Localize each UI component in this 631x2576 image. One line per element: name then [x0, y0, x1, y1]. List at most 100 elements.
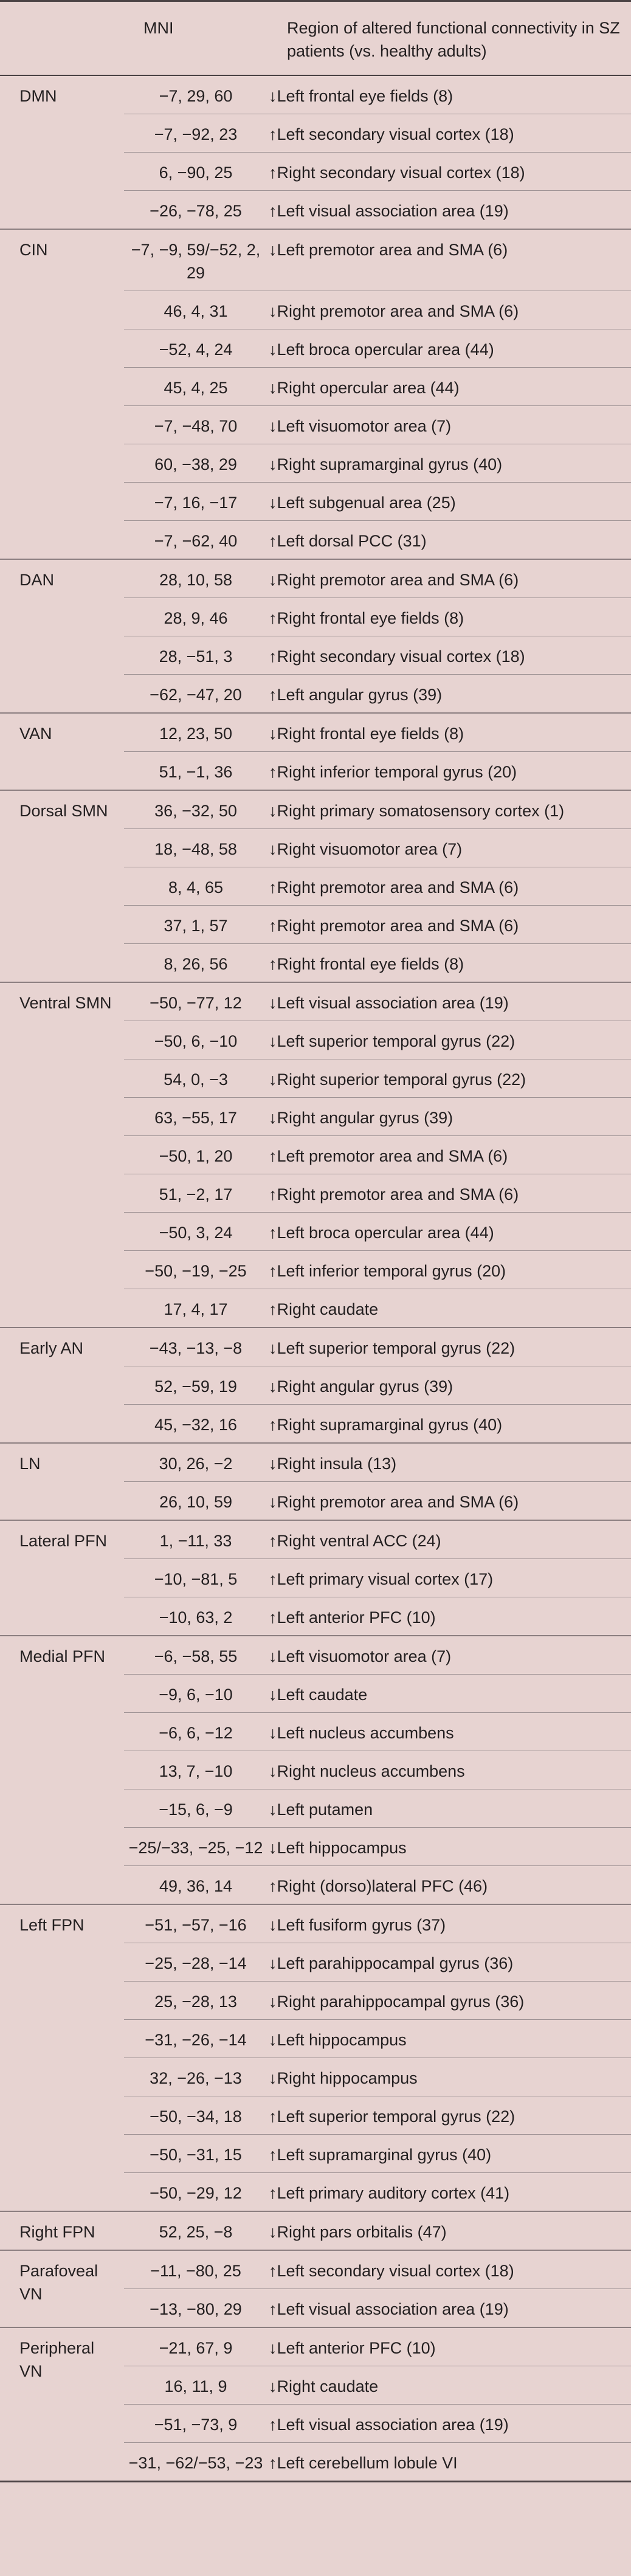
network-rows: −6, −58, 55 ↓Left visuomotor area (7) −9, … — [124, 1636, 631, 1904]
mni-coordinates: −62, −47, 20 — [150, 686, 242, 704]
mni-coordinates: −31, −26, −14 — [145, 2031, 247, 2049]
table-row: −51, −57, −16 ↓Left fusiform gyrus (37) — [124, 1905, 631, 1943]
network-group: VAN 12, 23, 50 ↓Right frontal eye fields (… — [0, 714, 631, 791]
connectivity-region: ↓Left superior temporal gyrus (22) — [269, 1032, 515, 1050]
table-row: 52, 25, −8 ↓Right pars orbitalis (47) — [124, 2212, 631, 2250]
connectivity-region: ↓Right primary somatosensory cortex (1) — [269, 802, 565, 820]
connectivity-region: ↑Left visual association area (19) — [269, 2416, 509, 2434]
mni-coordinates: −50, −31, 15 — [150, 2146, 242, 2164]
mni-coordinates: 49, 36, 14 — [159, 1877, 233, 1895]
table-row: −6, −58, 55 ↓Left visuomotor area (7) — [124, 1636, 631, 1675]
mni-coordinates: −9, 6, −10 — [159, 1686, 233, 1704]
network-name: Lateral PFN — [19, 1532, 108, 1550]
mni-coordinates: 17, 4, 17 — [164, 1300, 228, 1318]
network-group: Ventral SMN −50, −77, 12 ↓Left visual asso… — [0, 983, 631, 1328]
connectivity-table: MNI Region of altered functional connect… — [0, 0, 631, 2482]
table-row: −10, −81, 5 ↑Left primary visual cortex (… — [124, 1559, 631, 1597]
network-group: Parafoveal VN −11, −80, 25 ↑Left secondary… — [0, 2251, 631, 2328]
table-row: −50, −34, 18 ↑Left superior temporal gyru… — [124, 2096, 631, 2135]
mni-coordinates: −31, −62/−53, −23 — [128, 2454, 263, 2472]
table-row: 52, −59, 19 ↓Right angular gyrus (39) — [124, 1366, 631, 1405]
mni-coordinates: 30, 26, −2 — [159, 1455, 233, 1473]
connectivity-region: ↓Right angular gyrus (39) — [269, 1109, 453, 1127]
network-name: CIN — [19, 241, 48, 259]
mni-coordinates: 28, 10, 58 — [159, 571, 233, 589]
connectivity-region: ↓Left caudate — [269, 1686, 368, 1704]
network-group: CIN −7, −9, 59/−52, 2, 29 ↓Left premotor a… — [0, 230, 631, 560]
table-row: −13, −80, 29 ↑Left visual association are… — [124, 2289, 631, 2327]
mni-coordinates: −25, −28, −14 — [145, 1954, 247, 1972]
connectivity-region: ↓Right parahippocampal gyrus (36) — [269, 1992, 525, 2011]
mni-coordinates: 8, 4, 65 — [168, 878, 224, 897]
network-rows: −21, 67, 9 ↓Left anterior PFC (10) 16, 11,… — [124, 2328, 631, 2481]
mni-coordinates: −7, −48, 70 — [154, 417, 238, 435]
connectivity-region: ↓Left subgenual area (25) — [269, 494, 456, 512]
connectivity-region: ↓Left premotor area and SMA (6) — [269, 241, 508, 259]
connectivity-region: ↑Right premotor area and SMA (6) — [269, 878, 519, 897]
mni-coordinates: −6, 6, −12 — [159, 1724, 233, 1742]
mni-coordinates: −50, 3, 24 — [159, 1224, 233, 1242]
mni-coordinates: 25, −28, 13 — [154, 1992, 237, 2011]
table-row: −50, 6, −10 ↓Left superior temporal gyrus… — [124, 1021, 631, 1059]
connectivity-region: ↓Right opercular area (44) — [269, 379, 460, 397]
connectivity-region: ↑Left cerebellum lobule VI — [269, 2454, 458, 2472]
network-rows: 12, 23, 50 ↓Right frontal eye fields (8) 5… — [124, 714, 631, 790]
table-row: 54, 0, −3 ↓Right superior temporal gyrus … — [124, 1059, 631, 1098]
connectivity-region: ↓Left broca opercular area (44) — [269, 340, 494, 359]
header-mni: MNI — [143, 19, 174, 37]
mni-coordinates: 16, 11, 9 — [164, 2377, 227, 2395]
connectivity-region: ↓Right premotor area and SMA (6) — [269, 1493, 519, 1511]
network-group: LN 30, 26, −2 ↓Right insula (13) 26, 10, 59… — [0, 1444, 631, 1521]
mni-coordinates: −52, 4, 24 — [159, 340, 233, 359]
mni-coordinates: −11, −80, 25 — [150, 2262, 241, 2280]
mni-coordinates: 28, 9, 46 — [164, 609, 228, 627]
network-name: Peripheral VN — [19, 2339, 95, 2380]
table-row: −31, −62/−53, −23 ↑Left cerebellum lobule… — [124, 2443, 631, 2481]
table-header: MNI Region of altered functional connect… — [0, 2, 631, 76]
header-network-cell — [0, 16, 124, 63]
table-row: 60, −38, 29 ↓Right supramarginal gyrus (4… — [124, 444, 631, 483]
connectivity-region: ↑Left inferior temporal gyrus (20) — [269, 1262, 506, 1280]
mni-coordinates: −26, −78, 25 — [150, 202, 242, 220]
mni-coordinates: −50, 1, 20 — [159, 1147, 233, 1165]
network-name: Right FPN — [19, 2223, 95, 2241]
network-rows: 1, −11, 33 ↑Right ventral ACC (24) −10, −8… — [124, 1521, 631, 1635]
network-group: Peripheral VN −21, 67, 9 ↓Left anterior PF… — [0, 2328, 631, 2481]
mni-coordinates: 45, −32, 16 — [154, 1416, 237, 1434]
table-row: 32, −26, −13 ↓Right hippocampus — [124, 2058, 631, 2096]
table-row: 12, 23, 50 ↓Right frontal eye fields (8) — [124, 714, 631, 752]
network-name: Early AN — [19, 1339, 84, 1357]
table-row: −50, 1, 20 ↑Left premotor area and SMA (6… — [124, 1136, 631, 1174]
table-row: 18, −48, 58 ↓Right visuomotor area (7) — [124, 829, 631, 867]
network-name: Dorsal SMN — [19, 802, 108, 820]
mni-coordinates: 52, −59, 19 — [154, 1377, 237, 1396]
network-name: VAN — [19, 725, 52, 743]
table-row: −52, 4, 24 ↓Left broca opercular area (44… — [124, 329, 631, 368]
mni-coordinates: −10, 63, 2 — [159, 1608, 233, 1627]
table-row: 8, 26, 56 ↑Right frontal eye fields (8) — [124, 944, 631, 982]
table-row: 49, 36, 14 ↑Right (dorso)lateral PFC (46) — [124, 1866, 631, 1904]
mni-coordinates: 45, 4, 25 — [164, 379, 228, 397]
network-group: DAN 28, 10, 58 ↓Right premotor area and SM… — [0, 560, 631, 714]
table-row: −25/−33, −25, −12 ↓Left hippocampus — [124, 1828, 631, 1866]
table-row: −6, 6, −12 ↓Left nucleus accumbens — [124, 1713, 631, 1751]
mni-coordinates: −7, −9, 59/−52, 2, 29 — [131, 241, 261, 282]
mni-coordinates: −50, −34, 18 — [150, 2107, 242, 2126]
network-name: Parafoveal VN — [19, 2262, 98, 2303]
network-group: Medial PFN −6, −58, 55 ↓Left visuomotor ar… — [0, 1636, 631, 1905]
connectivity-region: ↑Left dorsal PCC (31) — [269, 532, 427, 550]
table-row: −51, −73, 9 ↑Left visual association area… — [124, 2405, 631, 2443]
table-row: −10, 63, 2 ↑Left anterior PFC (10) — [124, 1597, 631, 1635]
connectivity-region: ↓Left putamen — [269, 1800, 373, 1819]
connectivity-region: ↓Left parahippocampal gyrus (36) — [269, 1954, 514, 1972]
mni-coordinates: −7, −92, 23 — [154, 125, 238, 143]
table-body: DMN −7, 29, 60 ↓Left frontal eye fields (8… — [0, 76, 631, 2481]
table-row: −7, 16, −17 ↓Left subgenual area (25) — [124, 483, 631, 521]
connectivity-region: ↑Right supramarginal gyrus (40) — [269, 1416, 503, 1434]
mni-coordinates: −25/−33, −25, −12 — [128, 1839, 263, 1857]
mni-coordinates: −50, −19, −25 — [145, 1262, 247, 1280]
mni-coordinates: −50, −29, 12 — [150, 2184, 242, 2202]
network-rows: 36, −32, 50 ↓Right primary somatosensory … — [124, 791, 631, 982]
mni-coordinates: −7, 16, −17 — [154, 494, 238, 512]
connectivity-region: ↑Right inferior temporal gyrus (20) — [269, 763, 517, 781]
